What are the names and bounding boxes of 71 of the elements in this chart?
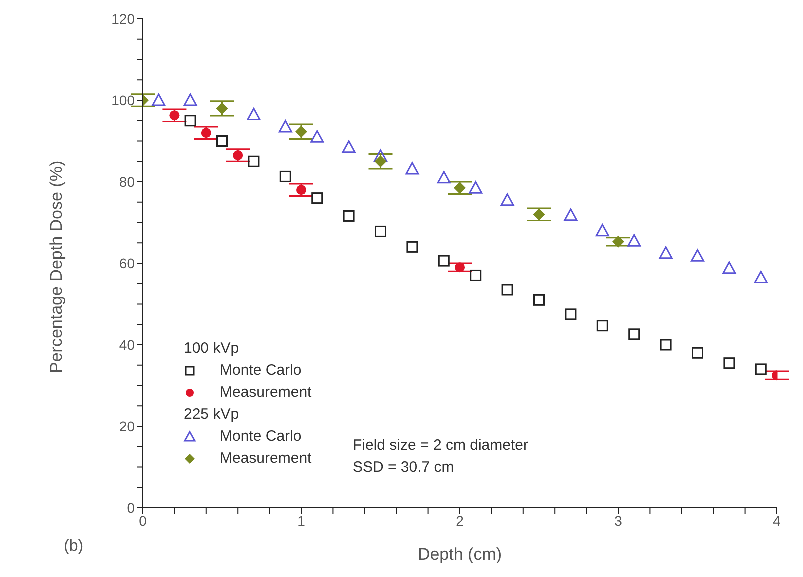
point: [278, 120, 292, 133]
x-axis-title: Depth (cm): [418, 545, 502, 564]
point: [374, 150, 388, 162]
y-tick-label: 0: [127, 500, 136, 516]
point: [691, 249, 704, 262]
x-tick-label: 1: [298, 512, 306, 529]
point: [280, 170, 292, 182]
point: [248, 156, 260, 168]
point: [755, 364, 767, 376]
point: [310, 130, 324, 143]
point: [500, 194, 514, 206]
point: [343, 210, 355, 222]
point: [455, 262, 465, 273]
point: [628, 328, 640, 340]
point: [438, 255, 450, 267]
x-tick-label: 4: [773, 512, 782, 529]
point: [406, 241, 418, 253]
point: [564, 208, 578, 222]
point: [406, 162, 420, 175]
y-tick-label: 60: [119, 255, 136, 272]
y-tick-label: 20: [119, 418, 136, 434]
point: [170, 110, 180, 121]
point: [660, 339, 672, 351]
y-tick-label: 120: [112, 10, 136, 27]
point: [612, 236, 624, 248]
point: [184, 115, 196, 127]
point: [312, 192, 324, 204]
point: [533, 208, 546, 221]
y-tick-label: 80: [119, 174, 136, 190]
point: [374, 156, 387, 168]
point: [216, 136, 228, 147]
annotation: Field size = 2 cm diameter: [353, 436, 528, 456]
point: [502, 284, 514, 296]
legend-label: Monte Carlo: [220, 361, 302, 381]
point: [247, 108, 261, 121]
legend-label: Measurement: [220, 383, 312, 403]
point: [754, 271, 768, 284]
annotation: SSD = 30.7 cm: [353, 458, 456, 478]
x-tick-label: 0: [139, 512, 148, 529]
legend-label: Monte Carlo: [220, 427, 302, 447]
y-axis-title: Percentage Depth Dose (%): [47, 160, 66, 374]
point: [628, 234, 642, 247]
point: [565, 308, 577, 320]
point: [534, 294, 545, 306]
point: [437, 171, 451, 184]
point: [296, 126, 308, 138]
point: [233, 150, 244, 161]
point: [659, 246, 673, 260]
point: [216, 102, 228, 115]
point: [296, 185, 306, 196]
point: [722, 262, 736, 274]
point: [724, 358, 736, 370]
point: [469, 181, 483, 194]
annotation: 100 kVp: [184, 339, 240, 359]
point: [184, 94, 198, 106]
y-tick-label: 40: [119, 336, 136, 353]
point: [596, 320, 608, 332]
point: [152, 94, 166, 106]
x-tick-label: 3: [614, 512, 623, 529]
point: [201, 128, 212, 138]
point: [596, 224, 610, 237]
point: [375, 226, 386, 238]
y-tick-label: 100: [112, 92, 136, 108]
x-tick-label: 2: [456, 512, 464, 529]
point: [470, 270, 482, 282]
point: [692, 347, 704, 359]
text: (b): [64, 538, 84, 556]
point: [454, 182, 466, 194]
legend-label: Measurement: [220, 449, 312, 469]
point: [342, 140, 356, 154]
annotation: 225 kVp: [184, 405, 240, 425]
